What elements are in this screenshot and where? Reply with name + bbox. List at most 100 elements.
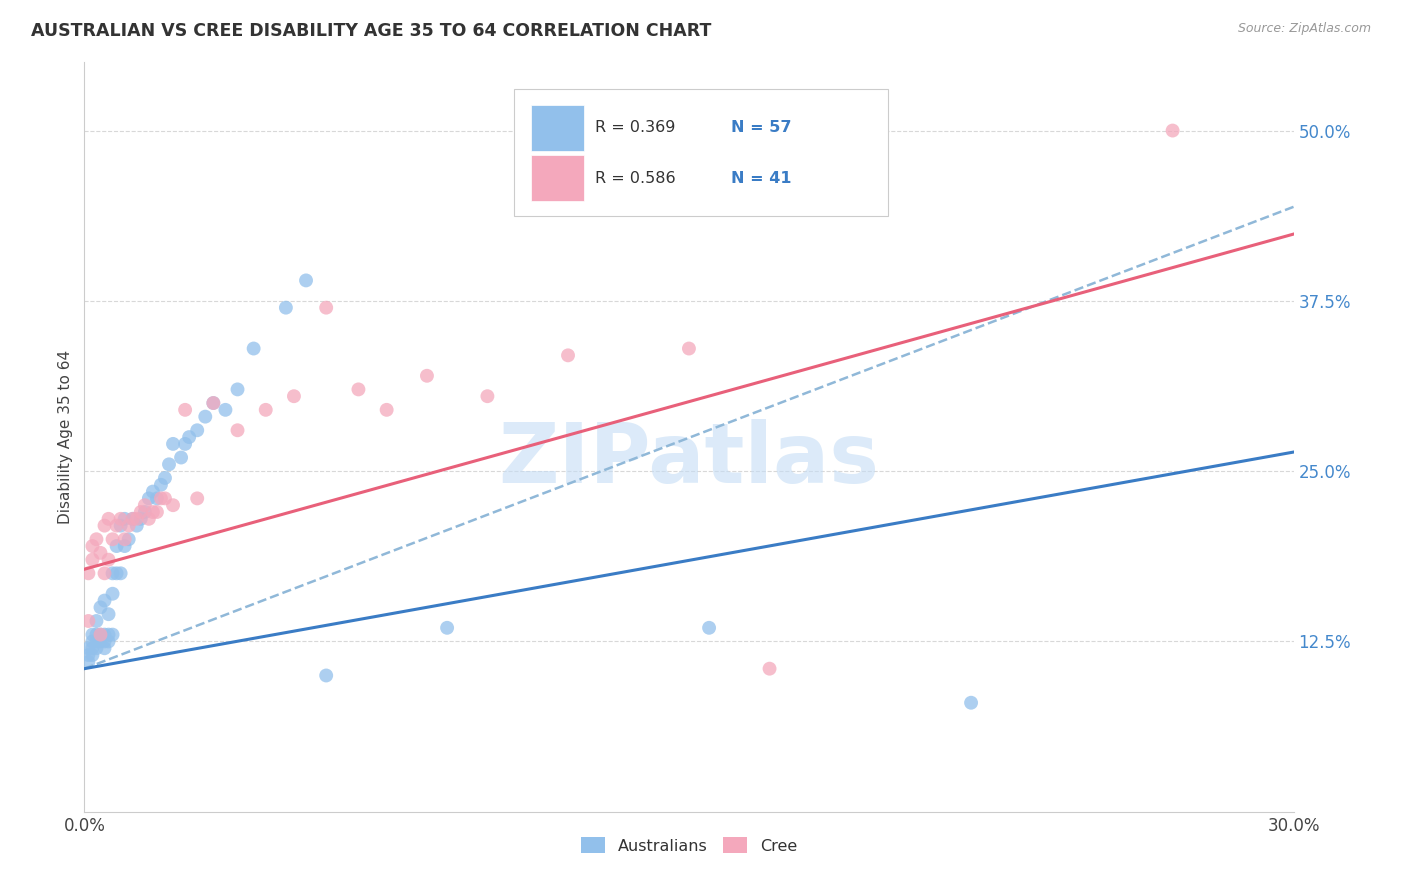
Point [226,423,249,437]
Point [118,518,141,533]
Point [77,648,100,662]
Point [86,641,108,656]
Point [77,641,100,656]
Point [375,402,398,417]
Point [105,539,128,553]
Point [86,634,108,648]
Point [138,512,160,526]
Point [146,505,169,519]
Point [436,621,458,635]
Point [157,458,180,472]
Point [315,668,337,682]
Point [86,614,108,628]
Point [97,512,120,526]
Point [89,546,111,560]
Point [101,533,124,547]
Point [86,533,108,547]
Point [82,641,104,656]
FancyBboxPatch shape [513,88,889,216]
Point [162,437,184,451]
Point [202,396,225,410]
Point [125,512,148,526]
Point [146,491,169,506]
Point [477,389,499,403]
Point [315,301,337,315]
Point [179,430,201,444]
Point [557,348,579,362]
Point [274,301,297,315]
Point [226,383,249,397]
Legend: Australians, Cree: Australians, Cree [574,830,804,860]
Point [97,634,120,648]
Point [153,471,176,485]
Y-axis label: Disability Age 35 to 64: Disability Age 35 to 64 [58,350,73,524]
Point [758,662,780,676]
Point [1161,123,1184,137]
Point [162,498,184,512]
Point [186,491,208,506]
Point [242,342,264,356]
Point [97,607,120,622]
Point [283,389,305,403]
Point [89,627,111,641]
Point [295,273,318,287]
Point [110,518,132,533]
Point [142,484,165,499]
FancyBboxPatch shape [530,105,583,151]
Point [105,566,128,581]
Point [97,627,120,641]
Point [678,342,700,356]
Point [142,505,165,519]
Point [93,634,115,648]
Text: N = 57: N = 57 [731,120,792,135]
Point [129,512,152,526]
Point [121,512,143,526]
Text: Source: ZipAtlas.com: Source: ZipAtlas.com [1237,22,1371,36]
Text: AUSTRALIAN VS CREE DISABILITY AGE 35 TO 64 CORRELATION CHART: AUSTRALIAN VS CREE DISABILITY AGE 35 TO … [31,22,711,40]
Point [105,518,128,533]
Point [77,614,100,628]
Point [254,402,277,417]
Point [110,566,132,581]
Point [186,423,208,437]
Point [93,518,115,533]
Point [416,368,439,383]
Point [170,450,193,465]
Point [149,491,172,506]
Point [114,539,136,553]
Point [82,627,104,641]
Point [194,409,217,424]
Point [77,655,100,669]
Point [149,477,172,491]
Point [118,533,141,547]
Point [89,627,111,641]
FancyBboxPatch shape [530,155,583,201]
Point [114,533,136,547]
Point [129,505,152,519]
Point [202,396,225,410]
Point [93,627,115,641]
Point [174,402,197,417]
Text: ZIPatlas: ZIPatlas [499,419,879,500]
Point [697,621,720,635]
Point [153,491,176,506]
Point [93,641,115,656]
Point [110,512,132,526]
Point [82,552,104,566]
Point [93,593,115,607]
Point [82,539,104,553]
Point [82,648,104,662]
Point [101,627,124,641]
Point [347,383,370,397]
Point [89,634,111,648]
Point [89,600,111,615]
Point [134,498,156,512]
Point [134,505,156,519]
Point [77,566,100,581]
Point [214,402,236,417]
Text: R = 0.369: R = 0.369 [595,120,675,135]
Point [86,627,108,641]
Point [121,512,143,526]
Point [138,491,160,506]
Point [101,566,124,581]
